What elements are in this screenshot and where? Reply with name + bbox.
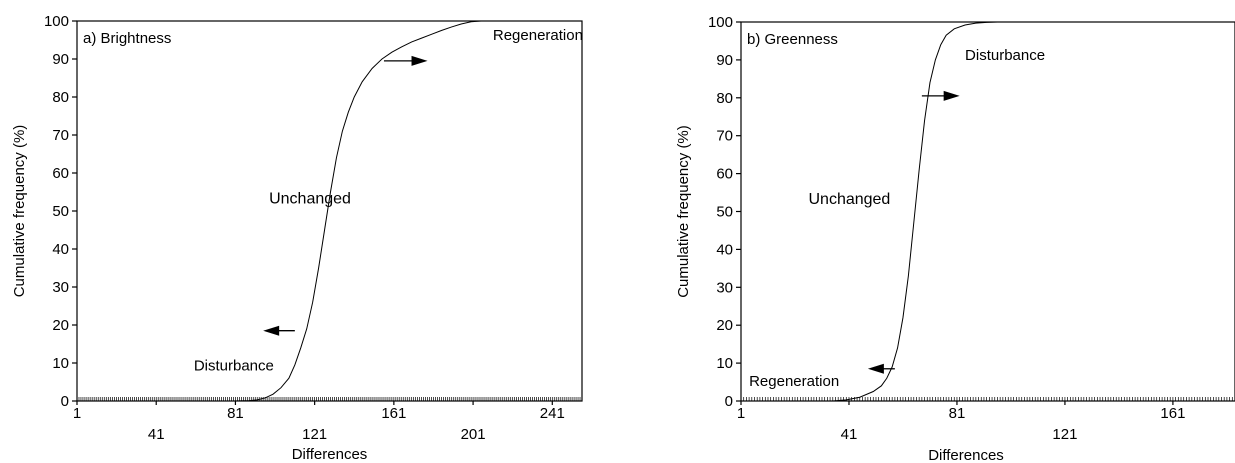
x-axis-title: Differences xyxy=(928,447,1004,463)
panel-label: b) Greenness xyxy=(747,31,838,48)
x-tick-label: 41 xyxy=(148,426,165,443)
y-tick-label: 10 xyxy=(52,355,69,372)
y-tick-label: 80 xyxy=(716,90,733,107)
annotation-regeneration: Regeneration xyxy=(493,27,583,44)
y-tick-label: 40 xyxy=(716,241,733,258)
y-tick-label: 50 xyxy=(52,203,69,220)
arrow-left-head xyxy=(867,363,884,374)
x-tick-label: 121 xyxy=(302,426,327,443)
y-tick-label: 40 xyxy=(52,241,69,258)
annotation-unchanged: Unchanged xyxy=(269,190,351,207)
y-tick-label: 30 xyxy=(52,279,69,296)
y-tick-label: 0 xyxy=(61,393,69,410)
x-tick-label: 121 xyxy=(1052,426,1077,443)
annotation-regeneration: Regeneration xyxy=(749,373,839,390)
annotation-disturbance: Disturbance xyxy=(194,358,274,375)
greenness-chart: 0 10 20 30 40 50 60 70 80 90 100 1 81 161 41 121 Differe… xyxy=(675,14,1235,463)
x-tick-label: 161 xyxy=(1160,405,1185,422)
arrow-right-head xyxy=(943,90,960,101)
x-tick-label: 241 xyxy=(540,405,565,422)
y-tick-label: 70 xyxy=(52,127,69,144)
plot-frame xyxy=(740,21,1235,402)
y-axis-title: Cumulative frequency (%) xyxy=(675,125,692,298)
y-tick-label: 50 xyxy=(716,204,733,221)
panel-label: a) Brightness xyxy=(83,30,171,47)
y-tick-label: 90 xyxy=(716,52,733,69)
cumulative-frequency-line xyxy=(741,21,1022,402)
y-tick-label: 100 xyxy=(44,13,69,30)
y-tick-label: 10 xyxy=(716,355,733,372)
x-tick-label: 161 xyxy=(381,405,406,422)
x-tick-label: 1 xyxy=(73,405,81,422)
y-tick-label: 20 xyxy=(52,317,69,334)
y-tick-label: 0 xyxy=(725,393,733,410)
x-tick-label: 81 xyxy=(227,405,244,422)
y-tick-label: 70 xyxy=(716,128,733,145)
y-tick-label: 60 xyxy=(716,166,733,183)
arrow-left-head xyxy=(263,325,280,336)
y-tick-label: 30 xyxy=(716,279,733,296)
plot-frame xyxy=(76,20,583,402)
arrow-right-head xyxy=(411,55,428,66)
y-tick-label: 80 xyxy=(52,89,69,106)
y-tick-label: 100 xyxy=(708,14,733,31)
y-tick-label: 90 xyxy=(52,51,69,68)
annotation-disturbance: Disturbance xyxy=(965,47,1045,64)
x-tick-label: 201 xyxy=(461,426,486,443)
x-tick-label: 81 xyxy=(949,405,966,422)
y-tick-label: 60 xyxy=(52,165,69,182)
cumulative-frequency-line xyxy=(77,20,582,402)
brightness-chart: 0 10 20 30 40 50 60 70 80 90 100 1 81 161 241 41 121 201 D… xyxy=(11,13,583,463)
y-axis-title: Cumulative frequency (%) xyxy=(11,125,28,298)
x-axis-title: Differences xyxy=(292,446,368,463)
y-tick-label: 20 xyxy=(716,317,733,334)
x-tick-label: 1 xyxy=(737,405,745,422)
x-minor-ticks xyxy=(76,397,583,401)
x-tick-label: 41 xyxy=(841,426,858,443)
annotation-unchanged: Unchanged xyxy=(808,191,890,208)
